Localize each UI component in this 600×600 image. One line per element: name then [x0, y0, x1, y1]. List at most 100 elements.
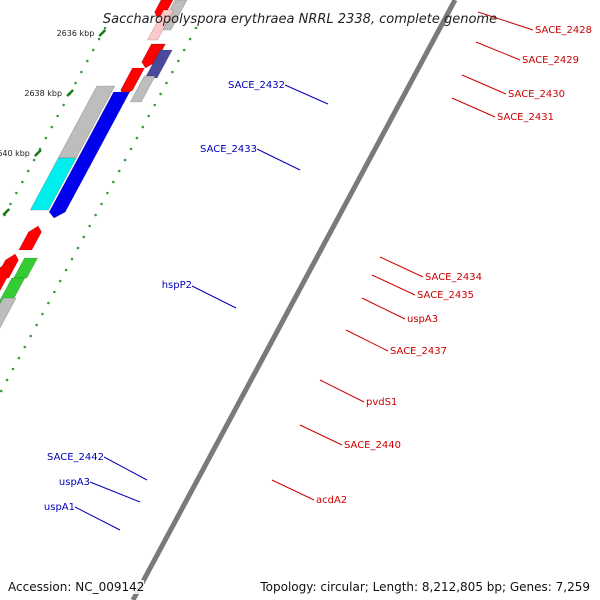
gene-label: uspA1 [44, 502, 75, 513]
gene-label: pvdS1 [366, 397, 397, 408]
gene-label: uspA3 [407, 314, 438, 325]
leader-line [461, 74, 507, 95]
leader-line [371, 274, 416, 296]
genome-backbone [130, 0, 458, 600]
tick-label: 2638 kbp [24, 89, 62, 98]
ring-dot [9, 202, 12, 206]
gene-labels: SACE_2432 SACE_2433 hspP2 SACE_2442 uspA3 usp… [44, 25, 592, 513]
ring-dot [41, 312, 44, 316]
leader-line [319, 379, 365, 403]
gene-feature [0, 297, 17, 329]
ring-dot [21, 180, 24, 184]
ring-dot [177, 59, 180, 63]
ring-dot [147, 114, 150, 118]
gene-feature [146, 9, 175, 41]
ring-dot [35, 323, 38, 327]
leader-line [475, 41, 521, 61]
gene-label: SACE_2431 [497, 112, 554, 123]
ring-dot [194, 26, 198, 30]
tick-mark [34, 149, 42, 157]
gene-label: uspA3 [59, 477, 90, 488]
leader-line [74, 506, 121, 531]
gene-feature [29, 157, 77, 211]
ring-dot [15, 191, 18, 195]
gene-features [0, 0, 188, 329]
genome-summary-text: Topology: circular; Length: 8,212,805 bp… [260, 580, 590, 594]
ring-dot [11, 367, 15, 371]
leader-line [191, 285, 237, 309]
gene-feature [48, 164, 92, 219]
ring-dot [70, 257, 74, 261]
leader-line [299, 424, 343, 446]
ring-dot [50, 125, 54, 129]
ring-dot [26, 169, 30, 173]
gene-label: SACE_2434 [425, 272, 482, 283]
leader-line [271, 479, 315, 501]
ring-dot [38, 147, 42, 151]
gene-label: SACE_2437 [390, 346, 447, 357]
ring-dot [74, 81, 77, 85]
ring-dot [112, 180, 115, 184]
tick-mark [98, 29, 107, 37]
gene-label: SACE_2433 [200, 144, 257, 155]
ring-dot [106, 191, 109, 195]
inner-dotted-ring [0, 26, 198, 393]
ring-dot [62, 103, 65, 107]
leader-line [284, 84, 329, 105]
ring-dot [103, 26, 107, 30]
ring-dot [80, 70, 83, 74]
ring-dot [159, 92, 162, 96]
gene-feature [18, 225, 42, 251]
ring-dot [86, 59, 89, 63]
gene-feature [129, 75, 156, 103]
ring-dot [91, 48, 95, 52]
leader-line [379, 256, 424, 278]
ring-dot [88, 224, 91, 228]
leader-line [103, 456, 148, 481]
ring-dot [29, 334, 32, 338]
ring-dot [82, 235, 86, 239]
accession-text: Accession: NC_009142 [8, 580, 145, 594]
ring-dot [64, 268, 68, 272]
ring-dot [58, 279, 62, 283]
ring-dot [188, 37, 192, 41]
ring-dot [56, 114, 59, 118]
ring-dot [123, 158, 127, 162]
ring-dot [97, 37, 101, 41]
ring-dot [117, 169, 121, 173]
tick-mark [2, 208, 11, 216]
ring-dot [17, 356, 21, 360]
gene-label: SACE_2429 [522, 55, 579, 66]
gene-label: acdA2 [316, 495, 347, 506]
gene-label: hspP2 [162, 280, 192, 291]
tick-mark [66, 89, 74, 97]
leader-line [345, 329, 389, 352]
gene-feature [13, 257, 39, 279]
leader-line [361, 297, 406, 320]
gene-feature [0, 261, 13, 292]
ring-dot [182, 48, 186, 52]
tick-label: 2640 kbp [0, 149, 30, 158]
gene-label: SACE_2442 [47, 452, 104, 463]
gene-label: SACE_2430 [508, 89, 565, 100]
ring-dot [141, 125, 145, 129]
ring-dot [0, 389, 3, 393]
leader-line [256, 148, 301, 171]
ring-dot [100, 202, 103, 206]
gene-feature [141, 43, 166, 69]
ring-dot [5, 378, 9, 382]
ring-dot [135, 136, 139, 140]
leader-line [89, 481, 141, 503]
gene-label: SACE_2428 [535, 25, 592, 36]
ring-dot [23, 345, 27, 349]
gene-label: SACE_2440 [344, 440, 401, 451]
ring-dot [47, 301, 50, 305]
ring-dot [165, 81, 168, 85]
ring-dot [94, 213, 97, 217]
ring-dot [32, 158, 36, 162]
ring-dot [153, 103, 156, 107]
leader-line [477, 11, 534, 31]
ring-dot [76, 246, 80, 250]
map-title: Saccharopolyspora erythraea NRRL 2338, c… [103, 12, 497, 27]
